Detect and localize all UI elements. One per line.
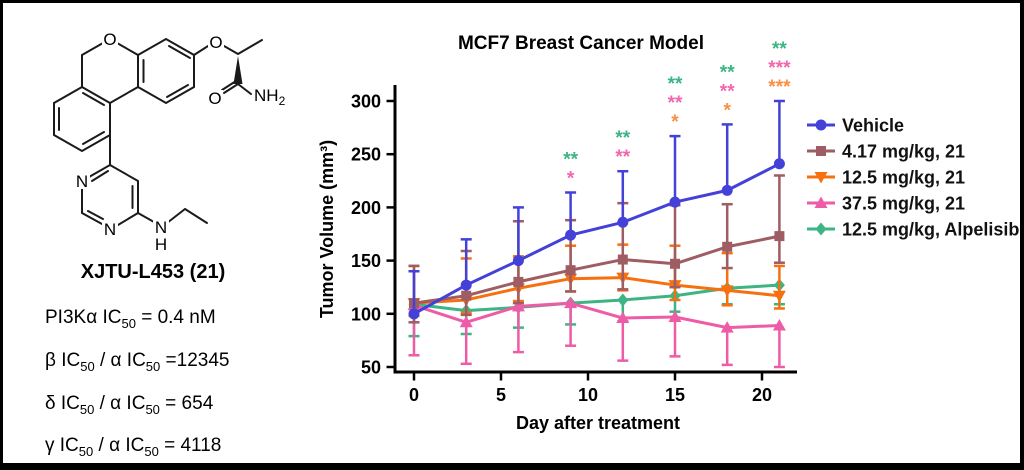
chemical-structure: O O O N N N H NH2 bbox=[53, 30, 286, 254]
marker-circle bbox=[815, 119, 827, 131]
series-line bbox=[413, 162, 781, 316]
marker-square bbox=[816, 146, 826, 156]
pyrimidine-n2-label: N bbox=[104, 220, 116, 239]
significance-stars: ** bbox=[668, 93, 683, 114]
amide-label: NH2 bbox=[254, 86, 286, 108]
marker-circle bbox=[460, 279, 472, 291]
marker-diamond bbox=[617, 293, 629, 307]
marker-square bbox=[513, 276, 524, 287]
tumor-volume-chart: 50 100 150 200 250 300 0 5 10 15 20 Tumor Volume (m… bbox=[317, 33, 1019, 433]
marker-circle bbox=[408, 308, 420, 320]
x-tick-label: 15 bbox=[665, 385, 685, 405]
marker-square bbox=[774, 231, 785, 242]
marker-circle bbox=[565, 229, 577, 241]
series-line bbox=[413, 301, 780, 330]
chart-title: MCF7 Breast Cancer Model bbox=[458, 33, 704, 54]
marker-triangle-up bbox=[616, 311, 630, 324]
legend-label: 4.17 mg/kg, 21 bbox=[842, 142, 965, 162]
legend-label: 37.5 mg/kg, 21 bbox=[842, 194, 965, 214]
atom-label-backgrounds bbox=[74, 31, 284, 253]
y-tick-label: 200 bbox=[351, 198, 381, 218]
marker-triangle-down bbox=[720, 285, 734, 297]
potency-lines: PI3Kα IC50 = 0.4 nM β IC50 / α IC50 =1234… bbox=[45, 299, 230, 463]
significance-stars: * bbox=[723, 100, 731, 121]
marker-circle bbox=[721, 184, 733, 196]
significance-stars: * bbox=[567, 169, 575, 190]
y-axis-label: Tumor Volume (mm³) bbox=[317, 140, 337, 318]
significance-stars: ** bbox=[720, 81, 735, 102]
pyrimidine-n1-label: N bbox=[76, 172, 88, 191]
potency-line: β IC50 / α IC50 =12345 bbox=[45, 349, 230, 374]
y-tick-label: 100 bbox=[351, 304, 381, 324]
legend-label: 12.5 mg/kg, 21 bbox=[842, 168, 965, 188]
x-tick-label: 10 bbox=[578, 385, 598, 405]
marker-square bbox=[565, 265, 576, 276]
marker-triangle-up bbox=[564, 296, 578, 309]
series-line bbox=[413, 234, 780, 305]
potency-line: PI3Kα IC50 = 0.4 nM bbox=[45, 307, 216, 331]
x-tick-label: 5 bbox=[496, 385, 506, 405]
marker-triangle-up bbox=[511, 299, 525, 312]
ether-oxygen-label: O bbox=[209, 33, 222, 52]
y-tick-label: 300 bbox=[351, 92, 381, 112]
amine-h-label: H bbox=[155, 235, 167, 254]
y-tick-label: 250 bbox=[351, 145, 381, 165]
marker-triangle-down bbox=[814, 172, 828, 184]
y-tick-label: 150 bbox=[351, 251, 381, 271]
compound-name: XJTU-L453 (21) bbox=[80, 261, 226, 283]
marker-square bbox=[670, 258, 680, 269]
y-tick-label: 50 bbox=[361, 358, 381, 378]
marker-circle bbox=[512, 255, 524, 267]
marker-triangle-up bbox=[814, 196, 828, 208]
significance-stars: ** bbox=[720, 62, 735, 83]
significance-stars: *** bbox=[768, 58, 791, 79]
x-axis-label: Day after treatment bbox=[516, 413, 680, 433]
potency-line: δ IC50 / α IC50 = 654 bbox=[45, 392, 214, 417]
marker-square bbox=[461, 290, 472, 301]
significance-stars: *** bbox=[768, 77, 791, 98]
marker-square bbox=[722, 241, 733, 252]
wedge-bond bbox=[233, 56, 243, 84]
significance-stars: ** bbox=[615, 147, 630, 168]
bond-lines bbox=[53, 37, 263, 226]
marker-circle bbox=[617, 216, 629, 228]
x-tick-label: 20 bbox=[752, 385, 772, 405]
amine-n-label: N bbox=[155, 218, 167, 237]
significance-stars: ** bbox=[615, 128, 630, 149]
significance-stars: ** bbox=[772, 39, 787, 60]
x-tick-label: 0 bbox=[409, 385, 419, 405]
significance-stars: * bbox=[671, 112, 679, 133]
significance-stars: ** bbox=[668, 74, 683, 95]
marker-circle bbox=[773, 158, 785, 170]
marker-triangle-up bbox=[720, 321, 734, 333]
pyran-oxygen-label: O bbox=[103, 30, 116, 49]
legend-label: Vehicle bbox=[842, 116, 904, 136]
marker-triangle-up bbox=[459, 315, 473, 328]
carbonyl-oxygen-label: O bbox=[208, 89, 221, 108]
marker-square bbox=[617, 254, 628, 265]
legend-label: 12.5 mg/kg, Alpelisib bbox=[842, 220, 1019, 240]
marker-circle bbox=[669, 196, 681, 208]
potency-line: γ IC50 / α IC50 = 4118 bbox=[45, 435, 222, 460]
marker-triangle-down bbox=[772, 290, 786, 303]
marker-triangle-up bbox=[668, 310, 682, 322]
series-line bbox=[413, 276, 780, 305]
marker-diamond bbox=[815, 222, 827, 236]
significance-stars: ** bbox=[563, 150, 578, 171]
marker-triangle-up bbox=[772, 319, 786, 331]
